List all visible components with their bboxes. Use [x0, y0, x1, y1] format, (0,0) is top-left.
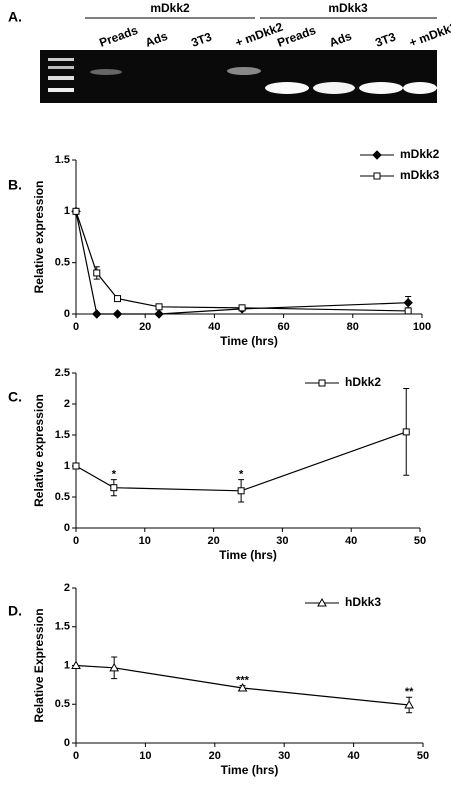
marker	[154, 309, 164, 319]
x-tick-label: 40	[345, 535, 357, 547]
legend-marker	[372, 150, 382, 160]
y-tick-label: 1.5	[55, 429, 70, 441]
y-axis-title: Relative expression	[32, 394, 46, 507]
marker	[404, 307, 412, 315]
lane-label: Ads	[327, 29, 353, 50]
marker	[72, 462, 80, 470]
marker	[237, 682, 248, 692]
marker	[238, 304, 246, 312]
y-tick-label: 1	[64, 205, 70, 217]
marker	[155, 303, 163, 311]
x-tick-label: 60	[277, 321, 289, 333]
y-tick-label: 0.5	[55, 698, 70, 710]
x-tick-label: 40	[347, 750, 359, 762]
y-tick-label: 2	[64, 398, 70, 410]
x-tick-label: 20	[209, 750, 221, 762]
legend-marker	[373, 172, 381, 180]
marker	[72, 207, 80, 215]
series-line	[75, 211, 409, 315]
marker	[114, 295, 122, 303]
marker	[109, 662, 120, 672]
x-tick-label: 40	[208, 321, 220, 333]
marker	[110, 484, 118, 492]
panel-label: C.	[8, 389, 22, 405]
point-label: ***	[236, 675, 250, 687]
y-tick-label: 0	[64, 308, 70, 320]
y-tick-label: 1.5	[55, 621, 70, 633]
lane-label: 3T3	[373, 29, 398, 49]
marker	[92, 309, 102, 319]
point-label: **	[405, 686, 414, 698]
panel-label: D.	[8, 603, 22, 619]
x-tick-label: 30	[276, 535, 288, 547]
y-tick-label: 0	[64, 737, 70, 749]
legend-label: hDkk2	[345, 375, 381, 389]
marker	[237, 487, 245, 495]
x-tick-label: 0	[73, 321, 79, 333]
y-tick-label: 0.5	[55, 491, 70, 503]
y-axis-title: Relative Expression	[32, 608, 46, 722]
legend-label: hDkk3	[345, 595, 381, 609]
legend-marker	[318, 379, 326, 387]
gel-image	[40, 50, 437, 103]
lane-label: Preads	[97, 23, 140, 50]
marker	[402, 428, 410, 436]
x-axis-title: Time (hrs)	[221, 763, 279, 777]
x-tick-label: 20	[139, 321, 151, 333]
y-tick-label: 1	[64, 659, 70, 671]
legend-label: mDkk2	[400, 147, 440, 161]
x-tick-label: 100	[413, 321, 431, 333]
x-tick-label: 50	[414, 535, 426, 547]
x-tick-label: 30	[278, 750, 290, 762]
y-axis-title: Relative expression	[32, 181, 46, 294]
legend-label: mDkk3	[400, 168, 440, 182]
y-tick-label: 1.5	[55, 154, 70, 166]
marker	[112, 309, 123, 319]
group-label: mDkk3	[328, 1, 368, 15]
marker	[71, 660, 81, 669]
x-tick-label: 50	[417, 750, 429, 762]
x-tick-label: 0	[73, 535, 79, 547]
lane-label: Ads	[143, 29, 169, 50]
x-tick-label: 10	[139, 535, 151, 547]
y-tick-label: 1	[64, 460, 70, 472]
lane-label: 3T3	[189, 29, 214, 49]
panel-label: B.	[8, 177, 22, 193]
point-label: *	[239, 469, 244, 481]
point-label: *	[112, 469, 117, 481]
legend-marker	[317, 597, 327, 607]
marker	[403, 297, 413, 308]
x-axis-title: Time (hrs)	[219, 548, 277, 562]
series-line	[75, 664, 410, 706]
x-tick-label: 20	[207, 535, 219, 547]
group-label: mDkk2	[150, 1, 190, 15]
series-line	[75, 211, 409, 312]
y-tick-label: 2.5	[55, 367, 70, 379]
lane-label: + mDkk3	[407, 20, 451, 50]
panel-label: A.	[8, 9, 22, 25]
x-tick-label: 0	[73, 750, 79, 762]
y-tick-label: 2	[64, 582, 70, 594]
y-tick-label: 0	[64, 522, 70, 534]
x-tick-label: 10	[139, 750, 151, 762]
x-tick-label: 80	[347, 321, 359, 333]
marker	[404, 700, 414, 709]
y-tick-label: 0.5	[55, 257, 70, 269]
series-line	[75, 431, 407, 492]
marker	[93, 269, 101, 277]
lane-label: + mDkk2	[233, 20, 285, 50]
x-axis-title: Time (hrs)	[220, 334, 278, 348]
